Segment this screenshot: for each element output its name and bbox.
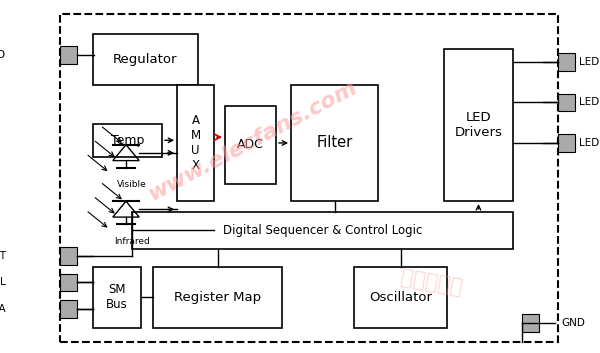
Text: Oscillator: Oscillator: [369, 291, 432, 304]
Text: www.elecfans.com: www.elecfans.com: [144, 78, 360, 205]
FancyBboxPatch shape: [60, 300, 77, 318]
FancyBboxPatch shape: [558, 94, 575, 111]
FancyBboxPatch shape: [93, 124, 162, 157]
FancyBboxPatch shape: [93, 267, 141, 328]
Text: INT: INT: [0, 251, 6, 261]
Text: Regulator: Regulator: [113, 53, 178, 66]
FancyBboxPatch shape: [60, 46, 77, 64]
Text: Visible: Visible: [117, 180, 147, 189]
Text: Infrared: Infrared: [114, 237, 150, 245]
Text: A
M
U
X: A M U X: [191, 114, 200, 172]
FancyBboxPatch shape: [225, 106, 276, 184]
FancyBboxPatch shape: [558, 53, 575, 71]
Text: Register Map: Register Map: [174, 291, 261, 304]
Text: LED3: LED3: [579, 138, 600, 148]
Text: SCL: SCL: [0, 277, 6, 287]
FancyBboxPatch shape: [60, 247, 77, 265]
Text: SDA: SDA: [0, 304, 6, 314]
FancyBboxPatch shape: [93, 34, 198, 85]
Text: LED
Drivers: LED Drivers: [455, 111, 502, 139]
Text: 电子发烧友: 电子发烧友: [400, 267, 464, 298]
Text: GND: GND: [561, 318, 585, 328]
Text: ADC: ADC: [237, 138, 264, 151]
Text: Digital Sequencer & Control Logic: Digital Sequencer & Control Logic: [223, 224, 422, 237]
FancyBboxPatch shape: [354, 267, 447, 328]
FancyBboxPatch shape: [444, 49, 513, 201]
FancyBboxPatch shape: [177, 85, 214, 201]
FancyBboxPatch shape: [291, 85, 378, 201]
FancyBboxPatch shape: [60, 274, 77, 291]
Text: LED1: LED1: [579, 57, 600, 67]
Text: LED2: LED2: [579, 97, 600, 107]
FancyBboxPatch shape: [558, 134, 575, 152]
Text: Temp: Temp: [111, 134, 144, 147]
Text: SM
Bus: SM Bus: [106, 283, 128, 311]
FancyBboxPatch shape: [522, 314, 539, 332]
Text: VDD: VDD: [0, 50, 6, 60]
FancyBboxPatch shape: [153, 267, 282, 328]
Text: Filter: Filter: [316, 136, 353, 150]
FancyBboxPatch shape: [132, 212, 513, 249]
